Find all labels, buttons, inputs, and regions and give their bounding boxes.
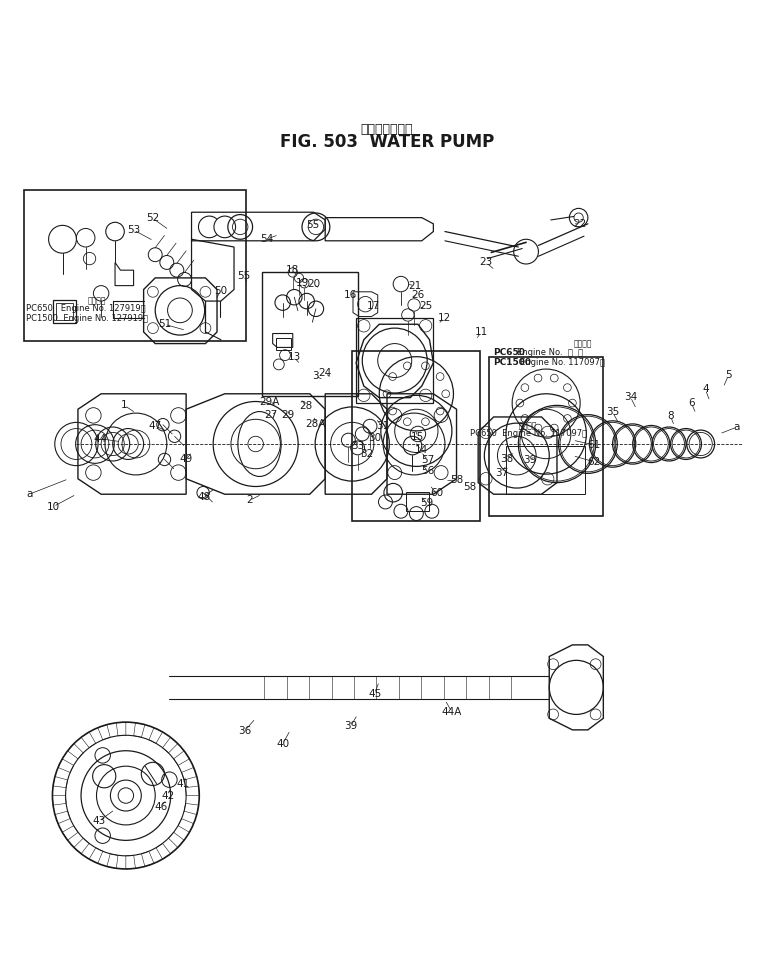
- Text: 2: 2: [246, 495, 253, 505]
- Text: 16: 16: [344, 290, 358, 300]
- Text: 55: 55: [307, 220, 320, 231]
- Text: 19: 19: [296, 278, 309, 288]
- Text: 14: 14: [414, 446, 427, 455]
- Text: 24: 24: [319, 368, 332, 378]
- Text: PC650  Engine No. 117097～: PC650 Engine No. 117097～: [471, 429, 587, 439]
- Text: 51: 51: [158, 319, 171, 329]
- Text: 6: 6: [688, 398, 695, 408]
- Text: 38: 38: [500, 453, 513, 464]
- Text: 4: 4: [702, 384, 709, 394]
- Text: 52: 52: [146, 213, 159, 224]
- Text: a: a: [26, 489, 33, 499]
- Bar: [57, 303, 74, 319]
- Text: 15: 15: [411, 432, 424, 442]
- Text: 23: 23: [479, 258, 492, 268]
- Bar: [53, 300, 77, 323]
- Text: 46: 46: [154, 802, 167, 812]
- Text: 50: 50: [214, 286, 228, 296]
- Text: 11: 11: [474, 327, 488, 337]
- Text: 47: 47: [149, 421, 162, 431]
- Circle shape: [574, 213, 584, 222]
- Text: 48: 48: [197, 491, 211, 501]
- Text: 適用号機: 適用号機: [519, 421, 537, 431]
- Bar: [489, 357, 603, 516]
- Text: 25: 25: [419, 302, 432, 311]
- Text: 10: 10: [46, 502, 60, 512]
- Text: 20: 20: [307, 279, 320, 289]
- Text: 29: 29: [282, 411, 295, 420]
- Text: 60: 60: [430, 488, 443, 498]
- Text: Engine No.  ・  ～: Engine No. ・ ～: [517, 348, 583, 357]
- Text: 35: 35: [606, 408, 619, 417]
- Bar: [352, 351, 480, 522]
- Text: Engine No. 117097～: Engine No. 117097～: [520, 358, 605, 367]
- Circle shape: [214, 216, 235, 237]
- Text: 28: 28: [300, 401, 313, 412]
- Text: 31: 31: [375, 421, 389, 431]
- Text: 36: 36: [238, 726, 252, 736]
- Text: 54: 54: [260, 234, 273, 244]
- Text: 39: 39: [523, 455, 536, 465]
- Text: 44A: 44A: [442, 707, 462, 717]
- Text: 12: 12: [437, 313, 450, 323]
- Text: 34: 34: [624, 392, 637, 402]
- Text: 33: 33: [351, 441, 365, 450]
- Text: 45: 45: [368, 689, 382, 699]
- Text: 32: 32: [360, 450, 374, 459]
- Text: 39: 39: [344, 721, 358, 731]
- Bar: [24, 190, 246, 342]
- Text: 13: 13: [288, 352, 301, 363]
- Text: ウォータポンプ: ウォータポンプ: [361, 123, 413, 136]
- Text: 49: 49: [180, 454, 193, 464]
- Text: 22: 22: [574, 219, 587, 229]
- Text: 42: 42: [161, 790, 174, 801]
- Text: 58: 58: [450, 476, 463, 486]
- Text: 62: 62: [587, 456, 601, 467]
- Bar: [262, 272, 358, 396]
- Bar: [406, 492, 429, 511]
- Text: 26: 26: [411, 290, 424, 300]
- Text: PC650   Engine No. 127919～: PC650 Engine No. 127919～: [26, 305, 146, 313]
- Text: 21: 21: [408, 280, 421, 291]
- Text: 55: 55: [238, 271, 251, 281]
- Text: 43: 43: [92, 816, 105, 826]
- Text: 1: 1: [121, 400, 128, 411]
- Text: 44: 44: [93, 434, 106, 444]
- Text: 適用号機: 適用号機: [574, 339, 592, 348]
- Bar: [276, 339, 291, 349]
- Text: 61: 61: [587, 440, 601, 450]
- Bar: [506, 447, 585, 494]
- Text: PC650: PC650: [494, 348, 526, 357]
- Text: 29A: 29A: [259, 397, 279, 407]
- Text: 30: 30: [368, 433, 382, 443]
- Text: 3: 3: [312, 371, 318, 381]
- Text: 8: 8: [667, 412, 674, 421]
- Text: PC1500  Engine No. 127919～: PC1500 Engine No. 127919～: [26, 313, 149, 323]
- Text: 53: 53: [127, 225, 140, 235]
- Text: 27: 27: [265, 411, 278, 420]
- Text: 17: 17: [366, 302, 380, 311]
- Text: 適用号機: 適用号機: [87, 297, 106, 306]
- Text: 28A: 28A: [306, 419, 326, 429]
- Text: a: a: [734, 422, 740, 432]
- Text: 59: 59: [420, 498, 433, 509]
- Text: 58: 58: [463, 482, 476, 491]
- Text: 40: 40: [276, 739, 289, 749]
- Text: 57: 57: [421, 455, 434, 465]
- Text: FIG. 503  WATER PUMP: FIG. 503 WATER PUMP: [280, 133, 494, 151]
- Text: 41: 41: [176, 779, 190, 789]
- Text: 5: 5: [725, 371, 731, 380]
- Text: PC1500: PC1500: [494, 358, 532, 367]
- Text: 37: 37: [495, 468, 508, 478]
- Text: 56: 56: [421, 466, 434, 476]
- Text: 18: 18: [286, 266, 299, 275]
